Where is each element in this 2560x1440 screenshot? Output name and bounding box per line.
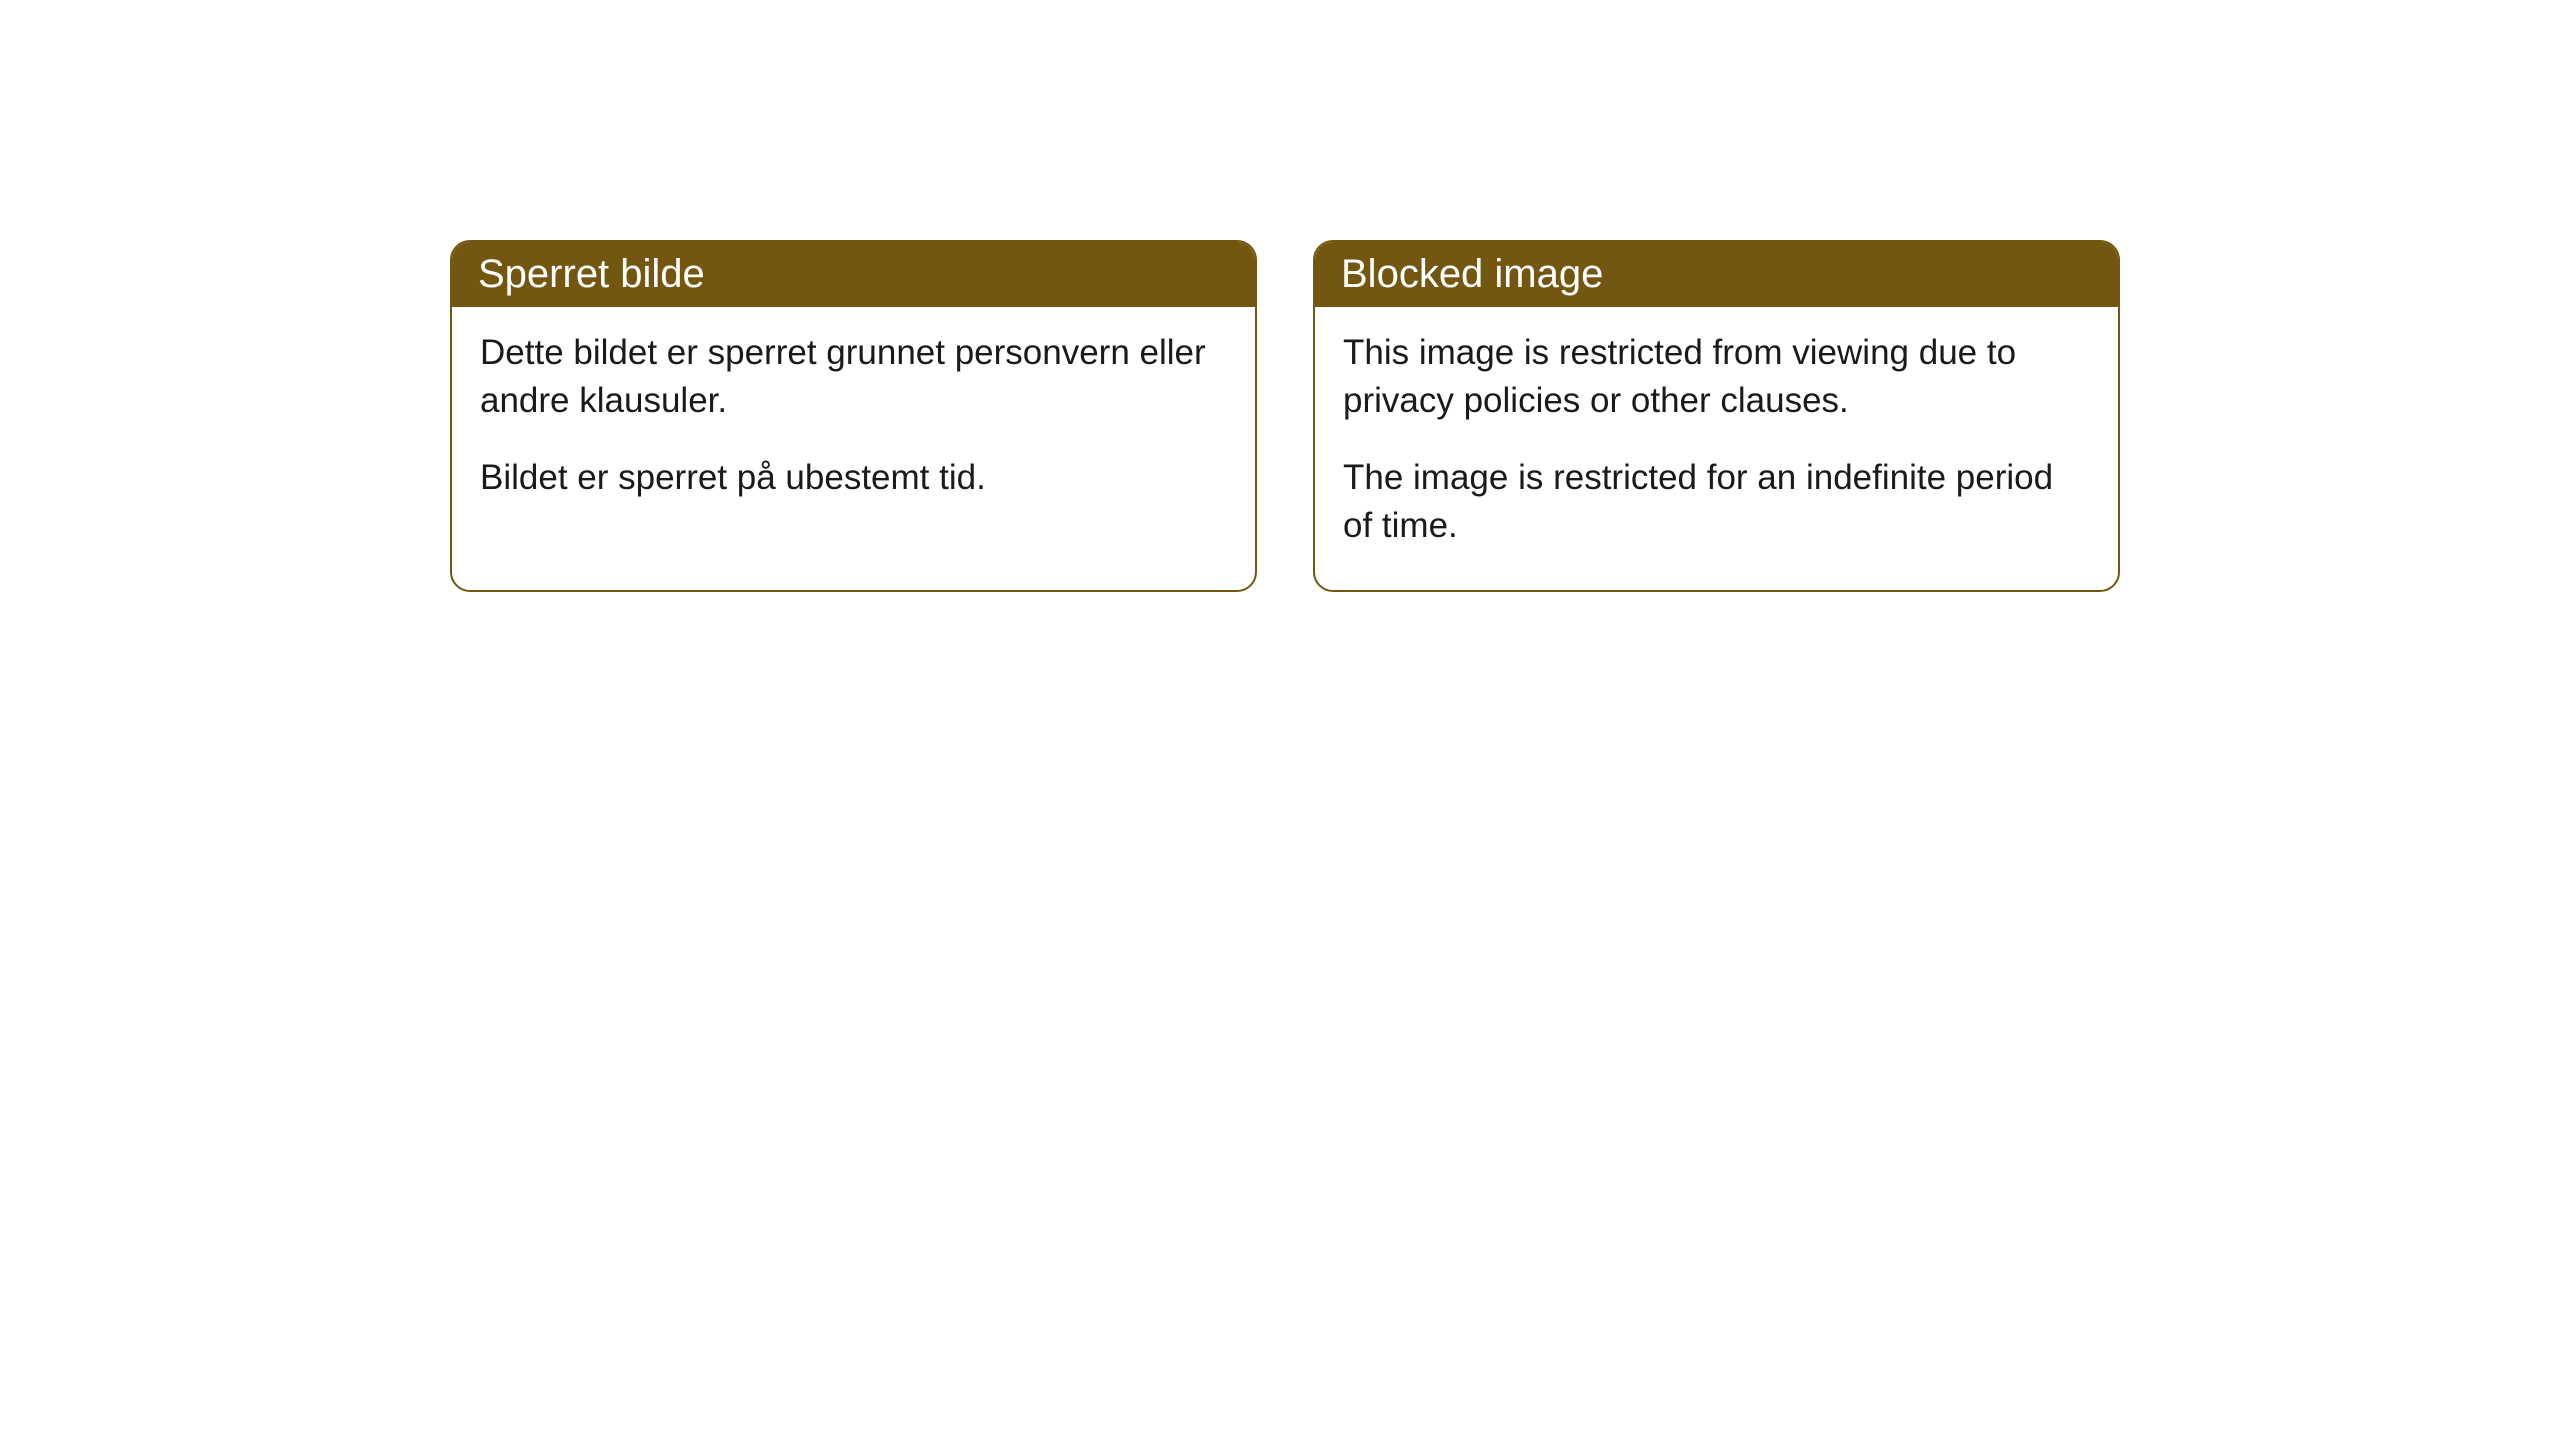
card-body-norwegian: Dette bildet er sperret grunnet personve…	[452, 307, 1255, 542]
card-header-english: Blocked image	[1315, 242, 2118, 307]
card-body-english: This image is restricted from viewing du…	[1315, 307, 2118, 590]
card-text-norwegian-2: Bildet er sperret på ubestemt tid.	[480, 454, 1227, 502]
card-text-english-2: The image is restricted for an indefinit…	[1343, 454, 2090, 551]
blocked-image-card-norwegian: Sperret bilde Dette bildet er sperret gr…	[450, 240, 1257, 592]
blocked-image-card-english: Blocked image This image is restricted f…	[1313, 240, 2120, 592]
card-text-norwegian-1: Dette bildet er sperret grunnet personve…	[480, 329, 1227, 426]
card-header-norwegian: Sperret bilde	[452, 242, 1255, 307]
cards-container: Sperret bilde Dette bildet er sperret gr…	[450, 240, 2120, 592]
card-text-english-1: This image is restricted from viewing du…	[1343, 329, 2090, 426]
